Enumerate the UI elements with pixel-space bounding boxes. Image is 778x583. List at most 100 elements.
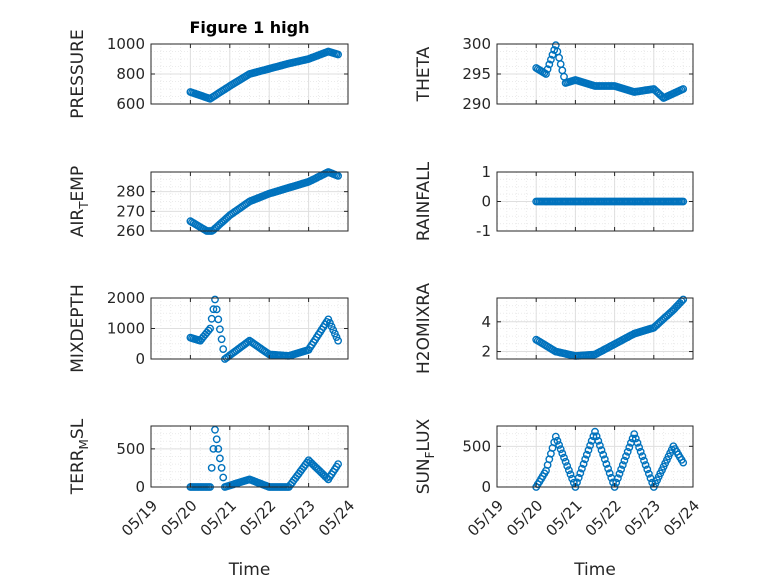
data-point	[334, 171, 342, 180]
y-axis-label-tail: SL	[68, 418, 88, 439]
data-point	[631, 434, 640, 443]
axes-box	[496, 425, 694, 488]
y-tick-label: 1000	[107, 35, 145, 53]
data-point	[679, 295, 688, 304]
data-point	[576, 469, 585, 478]
x-tick-label: 05/20	[157, 497, 200, 540]
data-point	[569, 478, 578, 487]
x-tick-label: 05/24	[660, 497, 703, 540]
data-point	[574, 473, 583, 482]
y-tick-label: 0	[135, 478, 145, 496]
axes-box	[150, 425, 349, 488]
data-point	[329, 326, 338, 334]
data-series	[186, 168, 342, 235]
data-point	[625, 443, 634, 452]
data-point	[579, 460, 588, 468]
y-axis-label-main: SUN	[414, 458, 434, 494]
data-point	[618, 461, 627, 469]
y-axis-label-subscript: T	[77, 201, 91, 210]
data-point	[646, 474, 655, 483]
data-point	[615, 469, 624, 478]
x-axis-label: Time	[228, 560, 271, 580]
data-point	[617, 465, 625, 474]
data-point	[641, 461, 650, 469]
y-axis-label: TERRMSL	[68, 418, 91, 495]
y-axis-label-subscript: M	[77, 439, 91, 449]
x-tick-label: 05/22	[582, 497, 625, 540]
x-tick-label: 05/19	[118, 497, 161, 540]
data-point	[643, 465, 652, 474]
y-tick-label: 1	[481, 163, 491, 181]
y-tick-label: 4	[481, 313, 491, 331]
x-tick-label: 05/23	[276, 497, 319, 540]
data-point	[561, 457, 570, 466]
data-point	[589, 432, 598, 441]
data-point	[586, 441, 594, 450]
y-tick-label: 600	[116, 95, 145, 113]
data-series	[186, 47, 342, 103]
data-point	[578, 464, 586, 473]
y-axis-label-tail: EMP	[68, 166, 88, 202]
data-point	[243, 337, 252, 346]
y-axis-label: MIXDEPTH	[68, 284, 88, 373]
data-point	[563, 462, 572, 470]
y-tick-label: 1000	[107, 320, 145, 338]
data-point	[212, 305, 221, 314]
x-tick-label: 05/21	[542, 497, 585, 540]
data-point	[206, 324, 215, 333]
data-point	[545, 60, 554, 69]
data-point	[645, 469, 653, 478]
y-tick-label: 270	[116, 202, 145, 220]
data-point	[679, 197, 688, 206]
data-point	[600, 455, 609, 464]
data-point	[543, 65, 552, 74]
axes-box	[496, 297, 694, 360]
x-tick-label: 05/24	[315, 497, 358, 540]
data-point	[679, 85, 688, 93]
data-point	[211, 425, 219, 434]
data-point	[334, 336, 342, 345]
data-point	[622, 452, 630, 461]
data-point	[599, 450, 608, 459]
data-point	[594, 436, 603, 445]
data-point	[558, 449, 567, 458]
data-point	[215, 454, 224, 463]
data-point	[597, 446, 606, 454]
y-axis-label: AIRTEMP	[68, 166, 91, 237]
y-tick-label: 295	[462, 65, 491, 83]
data-point	[553, 436, 562, 445]
data-point	[623, 447, 632, 456]
y-tick-label: 2	[481, 343, 491, 361]
y-tick-label: 290	[462, 95, 491, 113]
y-axis-label: PRESSURE	[68, 29, 88, 118]
data-point	[547, 55, 555, 64]
data-point	[679, 458, 688, 467]
data-series	[532, 427, 688, 491]
data-point	[612, 478, 621, 487]
y-tick-label: 500	[462, 437, 491, 455]
data-point	[620, 456, 629, 465]
data-point	[217, 335, 226, 344]
data-point	[204, 326, 213, 335]
x-tick-label: 05/21	[197, 497, 240, 540]
minor-grid	[496, 297, 694, 360]
data-point	[614, 474, 622, 483]
data-series	[532, 41, 688, 102]
y-tick-label: -1	[476, 222, 491, 240]
y-tick-label: 300	[462, 35, 491, 53]
y-axis-label: THETA	[414, 46, 434, 102]
data-point	[592, 432, 601, 441]
data-point	[573, 478, 581, 487]
data-point	[212, 435, 221, 444]
data-point	[556, 445, 565, 454]
data-point	[636, 447, 645, 456]
subplot-mixdepth: 0 1000 2000 MIXDEPTH	[68, 284, 349, 373]
data-point	[604, 464, 612, 473]
data-point	[596, 441, 604, 450]
data-point	[555, 441, 563, 449]
data-point	[582, 450, 591, 459]
